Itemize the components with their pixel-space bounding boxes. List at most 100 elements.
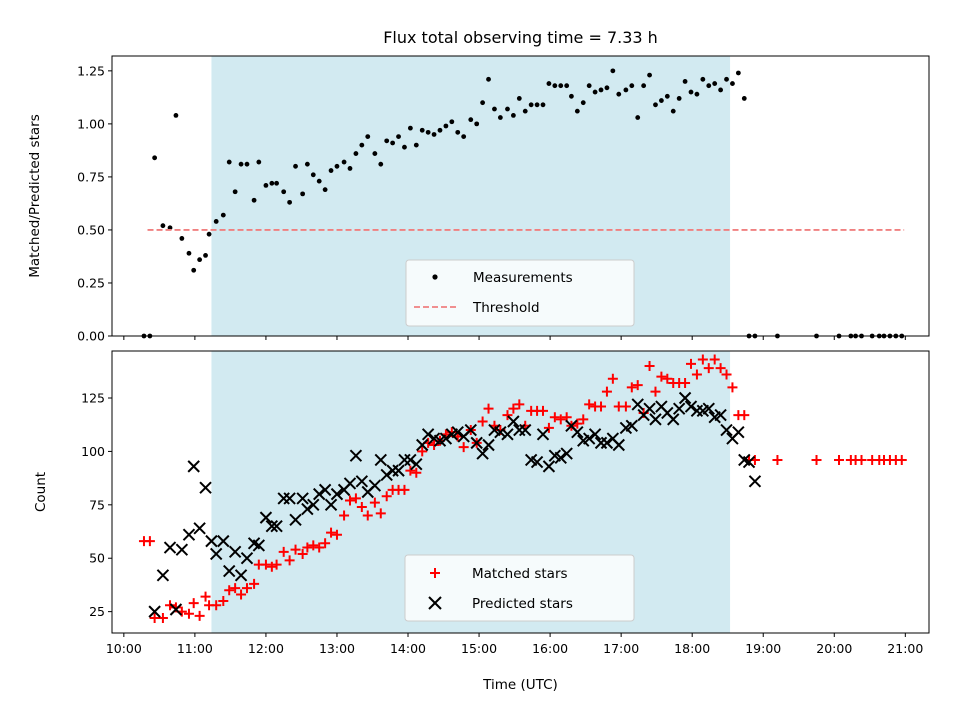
top-x-ticks (123, 336, 906, 340)
x-tick-label: 18:00 (674, 641, 710, 656)
measurement-point (540, 102, 546, 108)
x-tick-label: 19:00 (745, 641, 781, 656)
measurement-point (334, 163, 340, 169)
y-tick-label: 50 (89, 551, 105, 566)
predicted-point (732, 425, 745, 439)
predicted-point (175, 543, 189, 556)
measurement-point (492, 106, 497, 112)
predicted-point (193, 522, 206, 535)
measurement-point (598, 87, 604, 93)
predicted-point (416, 438, 429, 452)
predicted-point (542, 460, 556, 473)
matched-point (596, 401, 607, 412)
measurement-point (281, 189, 287, 195)
matched-point (308, 540, 319, 551)
matched-point (200, 591, 211, 602)
measurement-point (580, 100, 586, 106)
measurement-point (407, 125, 413, 131)
measurement-point (378, 161, 384, 167)
measurement-point (735, 70, 741, 76)
matched-point (662, 373, 673, 384)
measurement-point (167, 225, 173, 231)
matched-point (302, 542, 313, 553)
legend-label-threshold: Threshold (472, 300, 540, 316)
top-panel: 0.00 0.25 0.50 0.75 1.00 1.25 Flux total obse… (27, 28, 930, 344)
measurement-point (730, 81, 735, 86)
predicted-point (148, 605, 161, 618)
measurement-point (197, 257, 203, 263)
predicted-point (588, 428, 602, 441)
matched-point (266, 561, 277, 572)
matched-point (644, 360, 655, 371)
predicted-point (209, 547, 223, 561)
matched-point (514, 399, 525, 410)
measurement-point (293, 163, 298, 169)
predicted-point (582, 432, 596, 445)
x-tick-label: 13:00 (319, 641, 355, 656)
predicted-point (421, 428, 435, 441)
measurement-point (712, 81, 718, 86)
measurement-point (226, 159, 232, 165)
matched-point (537, 405, 548, 416)
measurement-point (203, 252, 208, 258)
measurement-point (179, 236, 185, 241)
matched-point (508, 403, 519, 414)
x-tick-label: 16:00 (532, 641, 568, 656)
predicted-point (355, 475, 369, 488)
measurement-point (152, 155, 158, 161)
matched-point (297, 548, 308, 559)
predicted-point (156, 569, 170, 582)
x-axis-label: Time (UTC) (482, 677, 558, 693)
predicted-point (720, 423, 733, 437)
matched-point (224, 585, 235, 596)
matched-point (656, 371, 667, 382)
predicted-point (476, 447, 489, 460)
measurement-point (256, 159, 262, 165)
bottom-x-ticks: 10:00 11:00 12:00 13:00 14:00 15:00 16:00 17:00… (106, 633, 923, 656)
predicted-point (702, 402, 715, 415)
measurement-point (402, 144, 407, 150)
y-tick-label: 1.00 (77, 116, 105, 131)
matched-point (578, 414, 589, 425)
y-tick-label: 0.00 (77, 329, 105, 344)
top-legend-box (405, 259, 635, 327)
bottom-axes-frame (111, 350, 930, 634)
measurement-point (413, 142, 419, 148)
matched-point (543, 422, 554, 433)
measurement-point (659, 98, 664, 103)
measurement-point (274, 180, 279, 186)
measurement-point (664, 93, 670, 99)
matched-point (194, 610, 205, 621)
predicted-point (530, 455, 544, 469)
predicted-point (217, 534, 230, 548)
measurement-point (510, 112, 516, 118)
predicted-point (163, 541, 177, 554)
measurement-point (635, 115, 641, 120)
matched-point (772, 454, 783, 465)
matched-point (411, 467, 422, 478)
matched-point (626, 382, 637, 393)
measurement-point (718, 87, 724, 93)
matched-point (458, 442, 469, 453)
measurement-point (232, 189, 238, 195)
matched-point (584, 399, 595, 410)
measurement-point (670, 108, 676, 114)
predicted-point (182, 528, 196, 541)
bottom-panel: 25 50 75 100 125 10:00 11:00 12:00 13:00 14:00 15… (33, 350, 930, 693)
measurement-point (359, 142, 365, 148)
top-legend: Measurements Threshold (405, 259, 635, 327)
matched-point (703, 363, 714, 374)
predicted-point (374, 453, 387, 467)
x-tick-label: 17:00 (603, 641, 639, 656)
measurement-point (558, 83, 564, 89)
predicted-point (439, 432, 453, 445)
matched-point (429, 440, 440, 450)
measurement-point (604, 85, 610, 91)
predicted-point (678, 391, 692, 405)
predicted-point (672, 402, 686, 415)
measurement-point (304, 161, 310, 167)
predicted-point (507, 415, 520, 428)
predicted-point (318, 483, 332, 497)
measurement-point (353, 151, 359, 156)
predicted-point (270, 519, 283, 533)
